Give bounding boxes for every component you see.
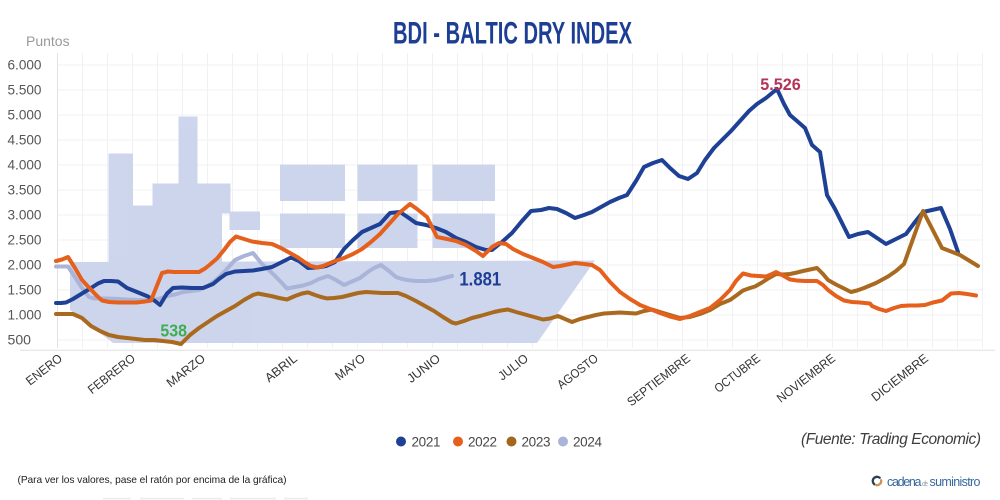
svg-text:2.000: 2.000 <box>8 258 42 273</box>
svg-text:JULIO: JULIO <box>496 351 532 383</box>
svg-text:2021: 2021 <box>412 435 441 450</box>
svg-text:de: de <box>922 481 928 488</box>
svg-text:(Fuente: Trading Economic): (Fuente: Trading Economic) <box>801 431 981 448</box>
svg-text:5.500: 5.500 <box>8 83 42 98</box>
svg-text:3.000: 3.000 <box>8 208 42 223</box>
svg-text:FEBRERO: FEBRERO <box>85 351 138 397</box>
svg-text:ENERO: ENERO <box>23 351 65 388</box>
svg-text:500: 500 <box>8 333 32 348</box>
svg-text:5.526: 5.526 <box>760 75 801 94</box>
svg-text:suministro: suministro <box>930 475 981 489</box>
svg-text:SEPTIEMBRE: SEPTIEMBRE <box>624 351 693 409</box>
svg-text:2022: 2022 <box>468 435 497 450</box>
svg-text:JUNIO: JUNIO <box>404 351 443 386</box>
svg-text:2023: 2023 <box>522 435 551 450</box>
svg-text:1.500: 1.500 <box>8 283 42 298</box>
svg-text:AGOSTO: AGOSTO <box>555 351 602 392</box>
svg-text:5.000: 5.000 <box>8 108 42 123</box>
svg-text:6.000: 6.000 <box>8 58 42 73</box>
svg-text:NOVIEMBRE: NOVIEMBRE <box>774 351 838 405</box>
svg-text:1.000: 1.000 <box>8 308 42 323</box>
svg-text:BDI - BALTIC DRY INDEX: BDI - BALTIC DRY INDEX <box>393 15 632 51</box>
svg-text:cadena: cadena <box>887 475 922 489</box>
svg-text:MAYO: MAYO <box>333 351 369 383</box>
svg-text:3.500: 3.500 <box>8 183 42 198</box>
svg-text:DICIEMBRE: DICIEMBRE <box>869 351 931 404</box>
svg-text:(Para ver los valores, pase el: (Para ver los valores, pase el ratón por… <box>18 475 287 486</box>
svg-text:Puntos: Puntos <box>26 33 70 49</box>
svg-text:OCTUBRE: OCTUBRE <box>712 351 763 395</box>
svg-text:4.500: 4.500 <box>8 133 42 148</box>
svg-text:2024: 2024 <box>573 435 602 450</box>
svg-text:1.881: 1.881 <box>459 270 501 291</box>
svg-text:ABRIL: ABRIL <box>262 351 300 385</box>
svg-text:MARZO: MARZO <box>164 351 208 390</box>
svg-text:538: 538 <box>160 321 187 341</box>
svg-text:4.000: 4.000 <box>8 158 42 173</box>
svg-text:2.500: 2.500 <box>8 233 42 248</box>
